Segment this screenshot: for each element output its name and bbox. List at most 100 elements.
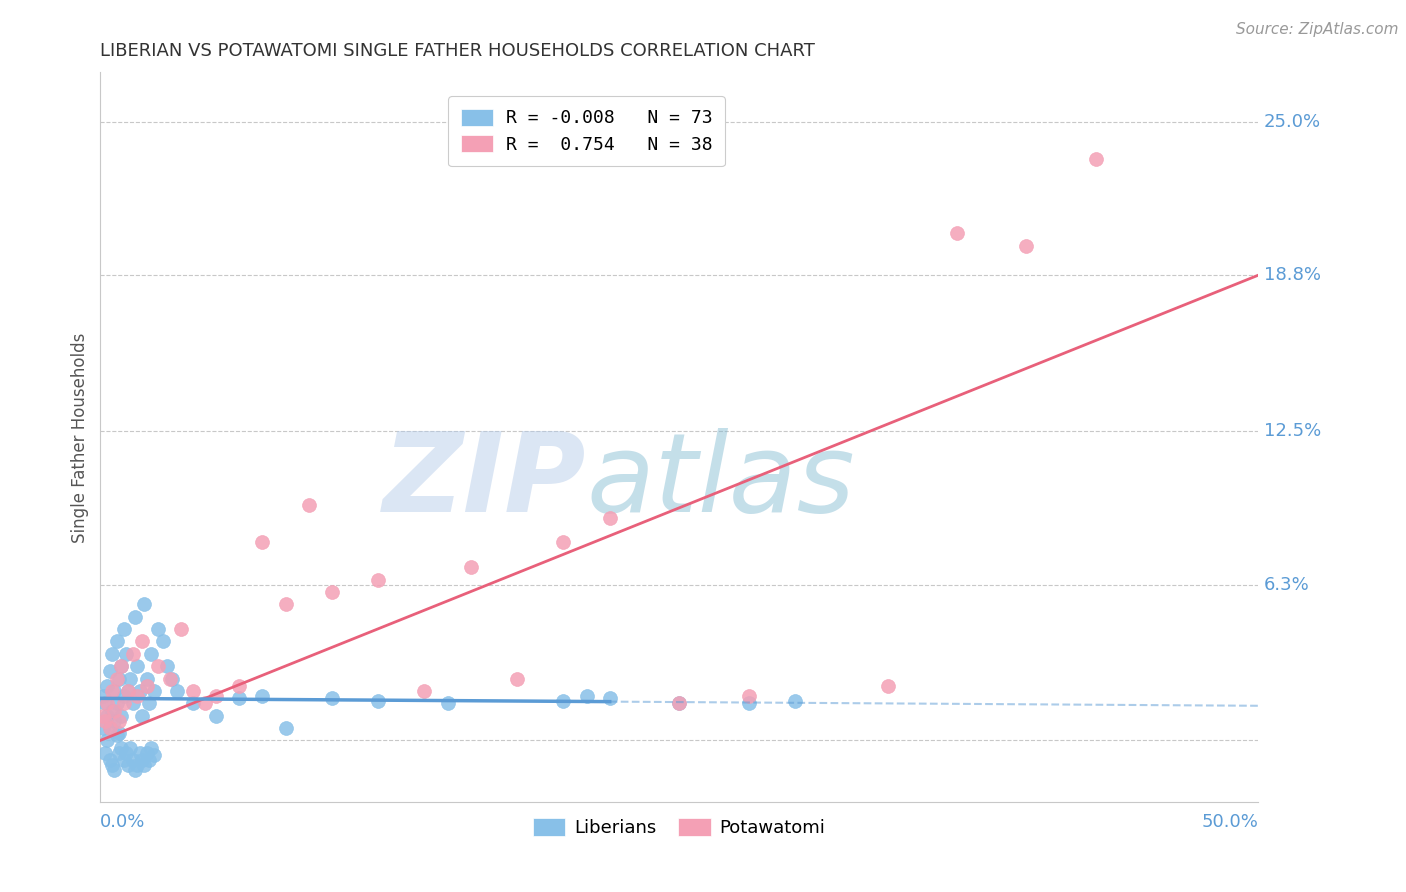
Point	[108, 746, 131, 760]
Point	[91, 689, 114, 703]
Point	[599, 691, 621, 706]
Point	[98, 721, 121, 735]
Point	[120, 740, 142, 755]
Point	[205, 689, 228, 703]
Text: 25.0%: 25.0%	[1264, 113, 1320, 131]
Point	[103, 714, 125, 728]
Point	[599, 510, 621, 524]
Point	[553, 535, 575, 549]
Point	[117, 684, 139, 698]
Point	[112, 696, 135, 710]
Text: Source: ZipAtlas.com: Source: ZipAtlas.com	[1236, 22, 1399, 37]
Point	[101, 758, 124, 772]
Point	[575, 689, 598, 703]
Point	[156, 659, 179, 673]
Text: atlas: atlas	[586, 427, 855, 534]
Point	[131, 634, 153, 648]
Text: 6.3%: 6.3%	[1264, 575, 1309, 593]
Point	[141, 740, 163, 755]
Point	[110, 708, 132, 723]
Point	[321, 691, 343, 706]
Point	[135, 679, 157, 693]
Point	[274, 598, 297, 612]
Point	[1015, 238, 1038, 252]
Point	[98, 753, 121, 767]
Point	[321, 585, 343, 599]
Point	[252, 535, 274, 549]
Point	[783, 694, 806, 708]
Point	[252, 689, 274, 703]
Point	[668, 696, 690, 710]
Point	[108, 672, 131, 686]
Point	[460, 560, 482, 574]
Point	[98, 721, 121, 735]
Point	[506, 672, 529, 686]
Point	[367, 573, 389, 587]
Point	[127, 659, 149, 673]
Point	[127, 758, 149, 772]
Point	[142, 684, 165, 698]
Point	[1084, 152, 1107, 166]
Point	[91, 721, 114, 735]
Point	[436, 696, 458, 710]
Point	[737, 696, 759, 710]
Point	[96, 708, 118, 723]
Point	[668, 696, 690, 710]
Point	[134, 758, 156, 772]
Point	[134, 598, 156, 612]
Point	[108, 726, 131, 740]
Point	[138, 753, 160, 767]
Point	[112, 753, 135, 767]
Point	[193, 696, 215, 710]
Point	[128, 684, 150, 698]
Point	[105, 634, 128, 648]
Point	[121, 696, 143, 710]
Point	[124, 763, 146, 777]
Text: 50.0%: 50.0%	[1201, 814, 1258, 831]
Point	[105, 729, 128, 743]
Y-axis label: Single Father Households: Single Father Households	[72, 332, 89, 542]
Point	[110, 659, 132, 673]
Point	[110, 659, 132, 673]
Point	[91, 708, 114, 723]
Point	[131, 753, 153, 767]
Point	[205, 708, 228, 723]
Point	[128, 746, 150, 760]
Point	[117, 684, 139, 698]
Legend: Liberians, Potawatomi: Liberians, Potawatomi	[526, 811, 832, 845]
Text: 0.0%: 0.0%	[100, 814, 146, 831]
Text: 18.8%: 18.8%	[1264, 267, 1320, 285]
Point	[148, 659, 170, 673]
Point	[94, 696, 117, 710]
Point	[148, 622, 170, 636]
Point	[131, 708, 153, 723]
Point	[228, 679, 250, 693]
Point	[152, 634, 174, 648]
Point	[103, 763, 125, 777]
Point	[166, 684, 188, 698]
Point	[160, 672, 183, 686]
Point	[946, 226, 969, 240]
Point	[101, 704, 124, 718]
Point	[117, 758, 139, 772]
Point	[112, 689, 135, 703]
Point	[135, 746, 157, 760]
Point	[112, 622, 135, 636]
Text: 12.5%: 12.5%	[1264, 422, 1322, 440]
Point	[181, 684, 204, 698]
Point	[101, 684, 124, 698]
Point	[121, 647, 143, 661]
Point	[103, 684, 125, 698]
Point	[367, 694, 389, 708]
Point	[96, 679, 118, 693]
Point	[124, 609, 146, 624]
Point	[105, 672, 128, 686]
Point	[159, 672, 181, 686]
Point	[138, 696, 160, 710]
Point	[120, 672, 142, 686]
Point	[101, 647, 124, 661]
Point	[110, 740, 132, 755]
Point	[142, 748, 165, 763]
Point	[170, 622, 193, 636]
Point	[108, 714, 131, 728]
